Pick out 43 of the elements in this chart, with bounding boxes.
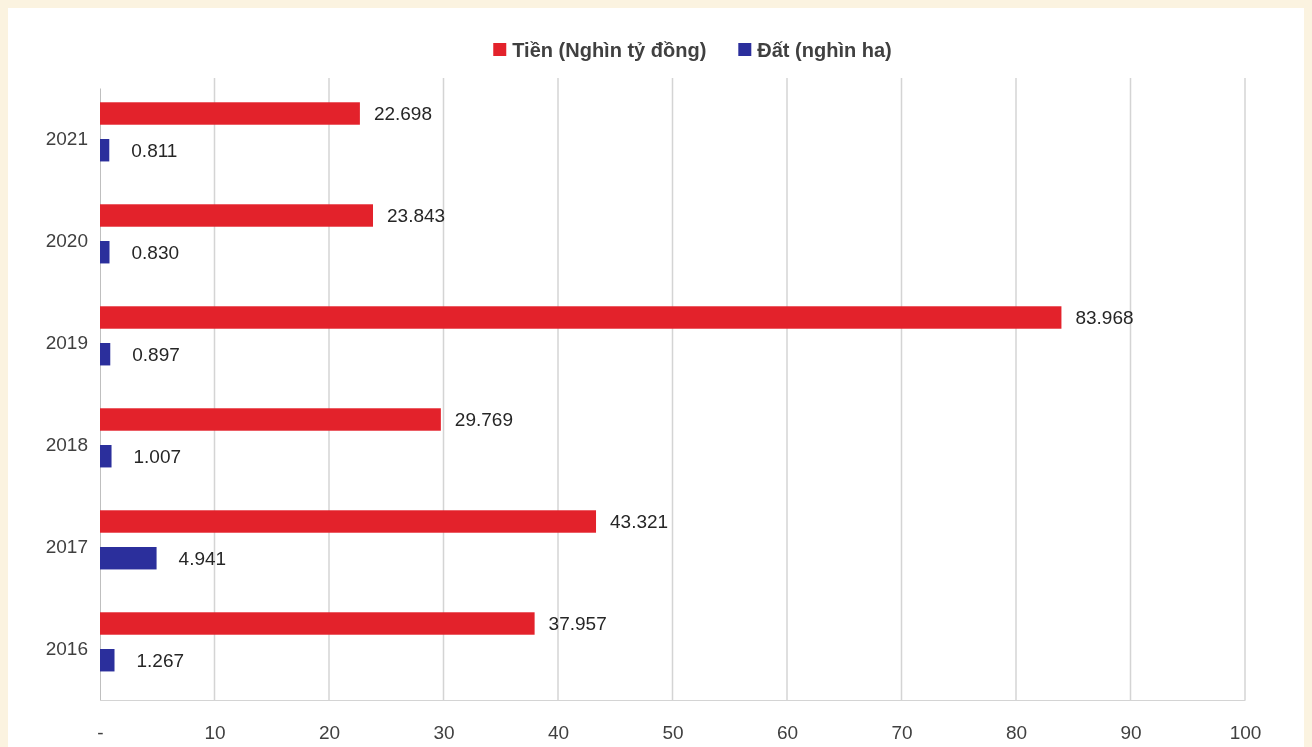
x-tick-label: 30 [433,722,455,744]
legend-label: Đất (nghìn ha) [757,39,892,61]
x-tick-label: 100 [1229,722,1262,744]
x-tick-label: 40 [547,722,570,744]
bar [100,139,110,162]
x-tick-label: 60 [776,722,799,744]
data-label: 22.698 [373,103,433,125]
bar [100,445,112,468]
x-tick-label: 90 [1120,722,1142,744]
x-tick-label: 50 [662,722,684,744]
bar [100,241,110,264]
y-tick-label: 2017 [45,536,88,558]
x-tick-label: 70 [891,722,913,744]
data-label: 43.321 [610,511,669,533]
bar [100,612,535,635]
bar [100,102,360,125]
legend-label: Tiền (Nghìn tỷ đồng) [512,39,707,61]
bar [100,343,111,366]
bar [100,547,157,570]
data-label: 83.968 [1075,307,1134,329]
y-tick-label: 2016 [45,638,88,660]
data-label: 1.267 [136,649,185,671]
x-tick-label: 20 [318,722,341,744]
x-tick-label: - [97,722,104,744]
bar [100,306,1062,329]
data-label: 0.897 [132,343,180,365]
data-label: 0.811 [131,139,178,161]
data-label: 0.830 [131,241,180,263]
bar [100,204,373,227]
x-tick-label: 80 [1005,722,1028,744]
data-label: 37.957 [548,613,607,635]
bar [100,510,597,533]
data-label: 23.843 [387,205,446,227]
y-tick-label: 2018 [45,434,88,456]
data-label: 4.941 [178,547,227,569]
x-tick-label: 10 [204,722,226,744]
y-tick-label: 2020 [45,230,88,252]
y-tick-label: 2021 [45,128,88,150]
y-tick-label: 2019 [45,332,88,354]
bar [100,408,441,431]
data-label: 1.007 [133,445,182,467]
data-label: 29.769 [454,409,513,431]
bar [100,649,115,672]
